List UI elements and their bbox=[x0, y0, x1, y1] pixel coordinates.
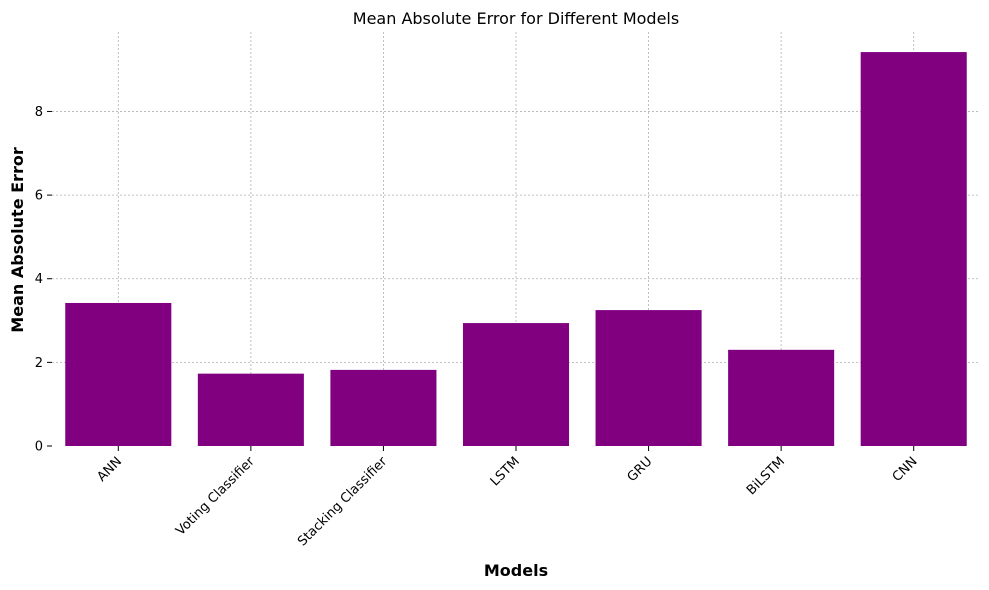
x-tick-label: Voting Classifier bbox=[173, 454, 258, 539]
x-axis: ANN Voting Classifier Stacking Classifier L… bbox=[94, 446, 921, 550]
x-tick-label: GRU bbox=[625, 454, 656, 485]
bar-lstm bbox=[462, 323, 570, 446]
bar-bilstm bbox=[728, 349, 835, 446]
bars-layer bbox=[65, 52, 967, 447]
bar-stacking-classifier bbox=[330, 369, 437, 446]
bar-voting-classifier bbox=[197, 373, 304, 446]
y-tick-label: 4 bbox=[35, 272, 43, 287]
chart-title: Mean Absolute Error for Different Models bbox=[353, 9, 679, 28]
y-axis-label: Mean Absolute Error bbox=[8, 147, 27, 333]
x-tick-label: ANN bbox=[94, 454, 125, 485]
x-tick-label: CNN bbox=[890, 454, 921, 485]
y-axis: 0 2 4 6 8 bbox=[35, 105, 52, 455]
x-tick-label: BiLSTM bbox=[744, 454, 788, 498]
bar-gru bbox=[595, 310, 702, 446]
x-axis-label: Models bbox=[484, 561, 548, 580]
y-tick-label: 0 bbox=[35, 440, 43, 455]
bar-ann bbox=[65, 302, 172, 446]
bar-cnn bbox=[860, 52, 967, 447]
y-tick-label: 8 bbox=[35, 105, 43, 120]
y-tick-label: 6 bbox=[35, 189, 43, 204]
x-tick-label: Stacking Classifier bbox=[295, 454, 391, 550]
y-tick-label: 2 bbox=[35, 356, 43, 371]
x-tick-label: LSTM bbox=[488, 454, 523, 489]
